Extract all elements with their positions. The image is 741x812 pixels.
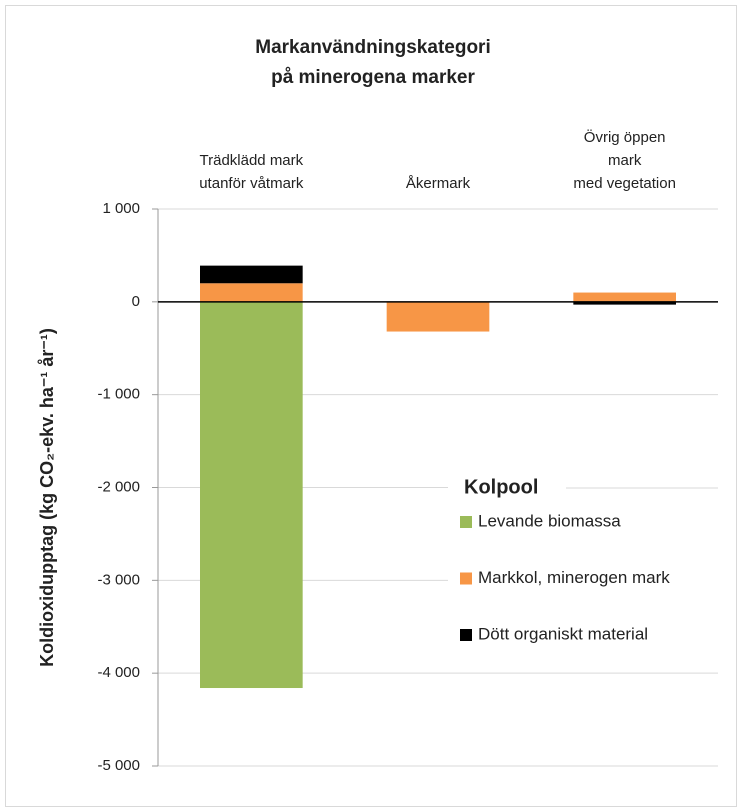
- legend-label: Levande biomassa: [478, 511, 621, 530]
- bar-segment: [200, 283, 303, 302]
- legend-swatch: [460, 516, 472, 528]
- bar-segment: [200, 301, 303, 689]
- y-axis-label: Koldioxidupptag (kg CO₂-ekv. ha⁻¹ år⁻¹): [37, 328, 57, 667]
- legend-title: Kolpool: [464, 476, 538, 498]
- y-tick-label: 0: [132, 293, 140, 310]
- y-tick-label: -5 000: [97, 757, 140, 774]
- category-label: Trädklädd mark utanför våtmark: [199, 152, 304, 192]
- legend-bg: [448, 468, 720, 653]
- bar-segment: [200, 265, 303, 284]
- y-tick-label: -3 000: [97, 571, 140, 588]
- legend-label: Dött organiskt material: [478, 624, 648, 643]
- bar-segment: [386, 301, 490, 332]
- category-label: Övrig öppen mark med vegetation: [573, 129, 676, 192]
- y-tick-label: 1 000: [102, 200, 140, 217]
- bar-segment: [573, 301, 676, 305]
- category-label: Åkermark: [405, 175, 471, 192]
- legend-swatch: [460, 629, 472, 641]
- y-tick-label: -2 000: [97, 478, 140, 495]
- bar-segment: [573, 292, 676, 302]
- y-tick-label: -4 000: [97, 664, 140, 681]
- legend-label: Markkol, minerogen mark: [478, 568, 670, 587]
- chart-title: Markanvändningskategori på minerogena ma…: [255, 37, 491, 88]
- y-tick-label: -1 000: [97, 386, 140, 403]
- legend-swatch: [460, 572, 472, 585]
